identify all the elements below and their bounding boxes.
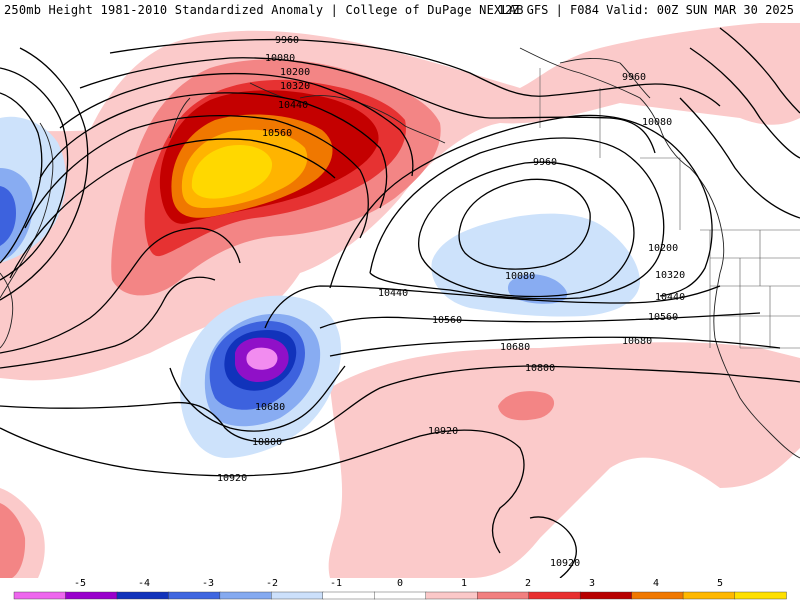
contour-west-loop [0,92,43,264]
colorbar-swatch [13,591,67,600]
contour-label: 10800 [252,437,282,448]
contour-label: 10560 [648,312,678,323]
contour-label: 10920 [428,426,458,437]
contour-10920-main [0,427,525,554]
contour-label: 9960 [622,72,646,83]
pos2-region-sw [0,503,26,578]
contour-10080-north [79,57,656,154]
colorbar-tick-label: 5 [717,578,723,589]
contour-east-3 [719,27,800,114]
contour-label: 10560 [432,315,462,326]
contour-label: 10200 [648,243,678,254]
contour-10680-main [0,276,216,369]
colorbar-swatch [425,591,478,600]
contour-10560-pac [319,312,761,329]
map-title: 250mb Height 1981-2010 Standardized Anom… [4,3,524,17]
colorbar-swatch [374,591,427,600]
colorbar-swatches [13,591,787,600]
colorbar-swatch [734,591,787,600]
contour-10560-north [9,138,336,279]
colorbar-tick-label: -3 [202,578,214,589]
colorbar-tick-label: -1 [330,578,342,589]
contour-10560-main [0,227,241,354]
height-contours [0,27,800,578]
positive-anomaly-shading [0,23,800,578]
contour-10680-pac [329,336,781,357]
contour-10200-north [59,72,414,177]
contour-label-layer: 9960 10080 10200 10320 10440 10560 9960 … [217,35,685,569]
contour-label: 10200 [280,67,310,78]
colorbar-swatch [682,591,736,600]
contour-label: 10560 [262,128,292,139]
colorbar-swatch [116,591,170,600]
colorbar-swatch [631,591,684,600]
contour-west-loop-2 [0,67,69,281]
contour-label: 10080 [265,53,295,64]
colorbar-swatch [168,591,221,600]
contour-10440-pac [264,285,721,329]
colorbar-swatch [528,591,581,600]
contour-label: 10680 [500,342,530,353]
contour-label: 10800 [525,363,555,374]
anomaly-colorbar: -5 -4 -3 -2 -1 0 1 2 3 4 5 [13,578,787,600]
contour-label: 9960 [533,157,557,168]
contour-east-2 [689,47,800,159]
contour-9960-north [109,38,721,107]
contour-label: 10680 [255,402,285,413]
neg6-center [246,347,278,370]
colorbar-tick-label: 4 [653,578,659,589]
colorbar-tick-label: 0 [397,578,403,589]
contour-10320-north [39,92,388,209]
contour-label: 10920 [217,473,247,484]
contour-label: 10440 [278,100,308,111]
contour-label: 10320 [655,270,685,281]
contour-10920-south [529,516,577,578]
contour-label: 10680 [622,336,652,347]
contour-label: 10080 [505,271,535,282]
contour-10080-pac [418,161,635,298]
contour-west-loop-3 [0,47,89,301]
neg3-west [0,186,16,246]
colorbar-tick-label: -2 [266,578,278,589]
contour-label: 10440 [655,292,685,303]
contour-label: 10320 [280,81,310,92]
contour-10200-pac [369,137,665,300]
contour-9960-pac [458,178,591,270]
negative-anomaly-shading [0,116,640,458]
pos7-region [191,144,273,199]
contour-east-1 [679,97,800,219]
colorbar-swatch [271,591,324,600]
contour-label: 10440 [378,288,408,299]
contour-10800 [0,365,800,443]
colorbar-tick-label: 3 [589,578,595,589]
colorbar-tick-label: 1 [461,578,467,589]
anomaly-map: 9960 10080 10200 10320 10440 10560 9960 … [0,23,800,578]
colorbar-swatch [322,591,375,600]
political-borders [539,68,800,349]
colorbar-tick-label: 2 [525,578,531,589]
pos2-region-center [498,391,555,421]
colorbar-swatch [219,591,273,600]
contour-label: 10920 [550,558,580,569]
colorbar-swatch [477,591,530,600]
contour-label: 10080 [642,117,672,128]
contour-10440-north [24,114,369,239]
pos1-region-center [328,342,800,578]
colorbar-tick-label: -4 [138,578,150,589]
colorbar-swatch [65,591,118,600]
contour-10680-low [169,365,346,432]
colorbar-swatch [579,591,633,600]
colorbar-labels: -5 -4 -3 -2 -1 0 1 2 3 4 5 [74,578,723,589]
colorbar-tick-label: -5 [74,578,86,589]
contour-label: 9960 [275,35,299,46]
contour-10320-pac [329,114,713,297]
model-run-info: 12Z GFS | F084 Valid: 00Z SUN MAR 30 202… [497,3,794,17]
